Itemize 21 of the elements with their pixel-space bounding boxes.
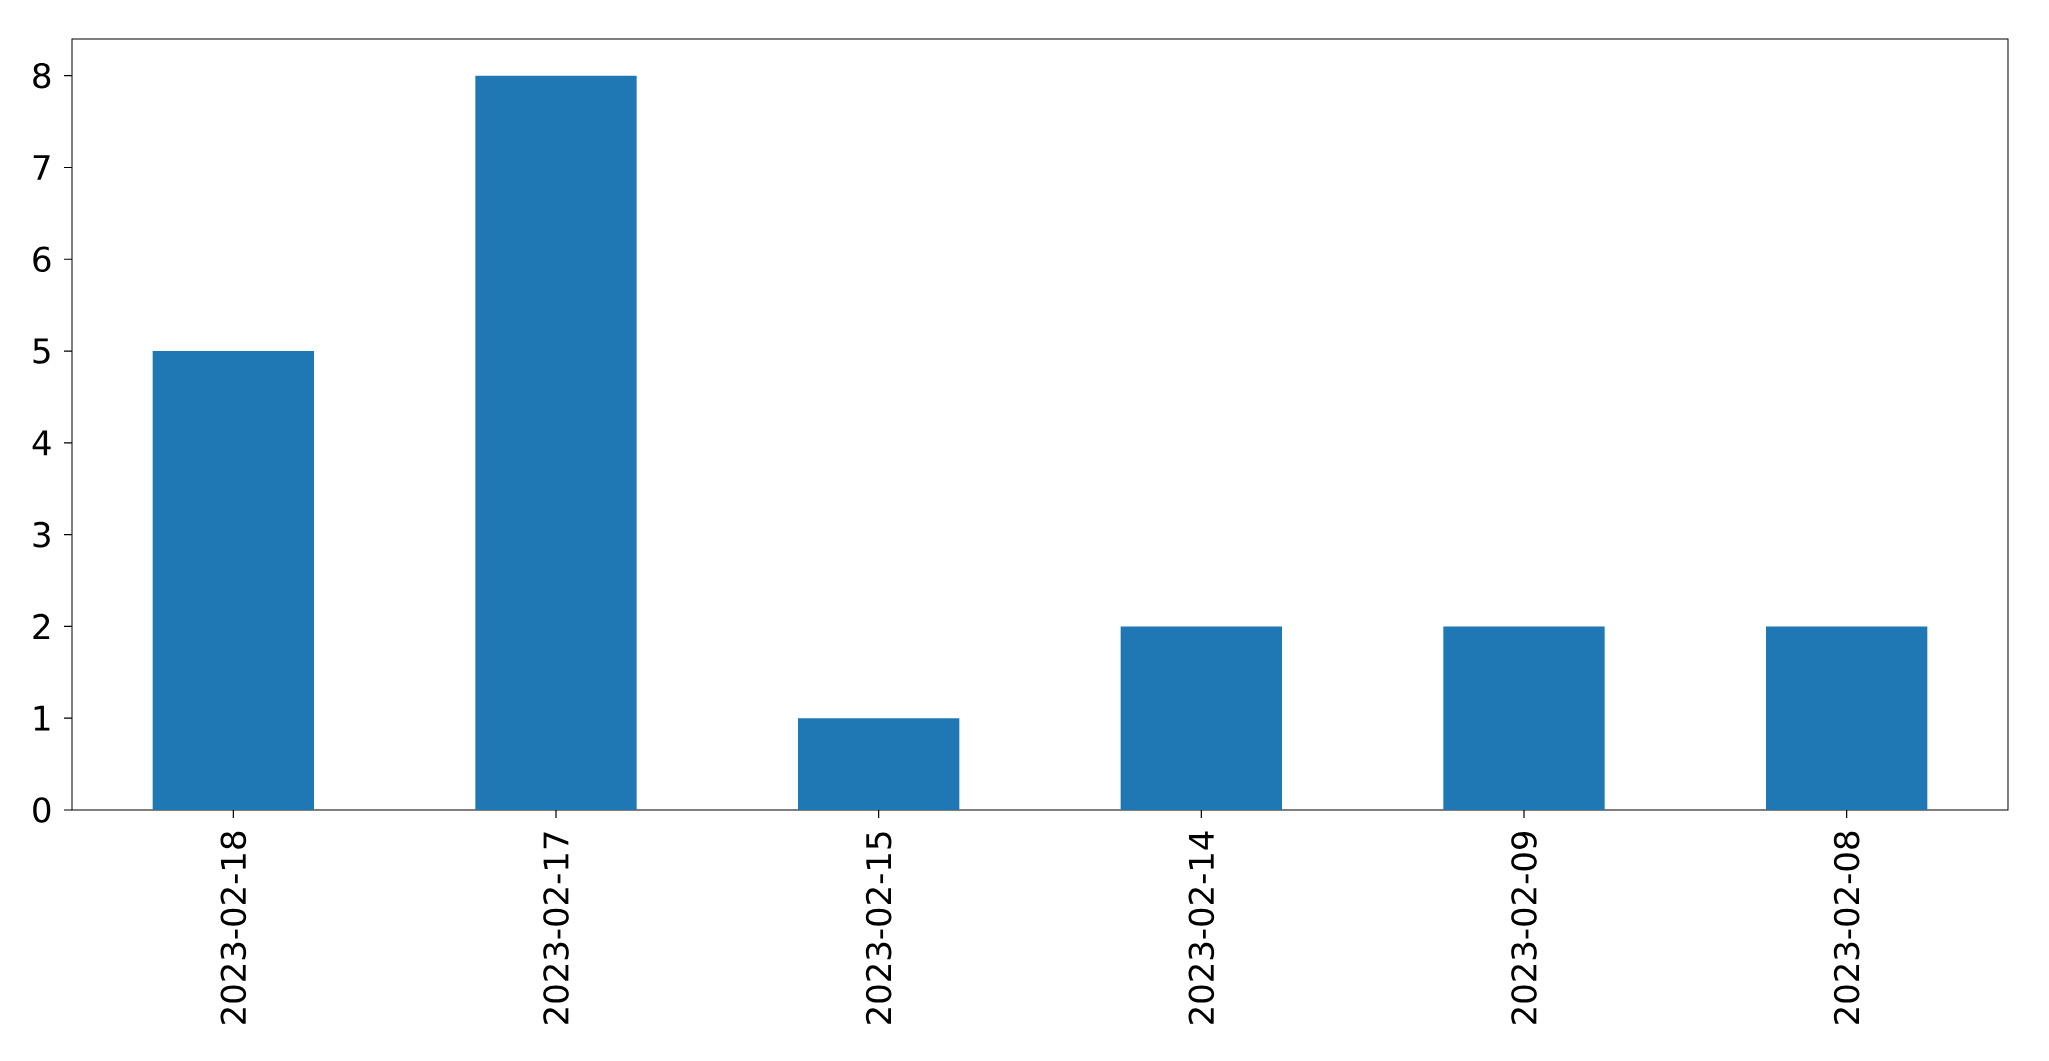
x-tick-label: 2023-02-17	[543, 832, 569, 1024]
y-tick-label: 3	[33, 521, 50, 548]
y-tick-label: 0	[33, 797, 51, 823]
y-tick-label: 6	[33, 246, 51, 273]
x-tick-label: 2023-02-09	[1511, 831, 1537, 1024]
y-tick-label: 7	[33, 155, 50, 180]
y-tick-label: 8	[33, 62, 51, 89]
x-tick-label: 2023-02-14	[1188, 831, 1215, 1024]
y-tick-label: 5	[33, 338, 50, 364]
x-tick-label: 2023-02-18	[220, 831, 247, 1024]
x-tick-label: 2023-02-08	[1833, 831, 1860, 1024]
bar	[152, 351, 314, 810]
bar	[1765, 626, 1928, 810]
bar	[798, 718, 960, 810]
bar	[1120, 626, 1282, 810]
x-tick-label: 2023-02-15	[865, 832, 892, 1024]
y-tick-label: 4	[32, 430, 51, 456]
y-tick-label: 1	[34, 705, 50, 731]
y-tick-label: 2	[33, 613, 50, 639]
bar	[1443, 626, 1605, 810]
bar	[475, 75, 637, 810]
